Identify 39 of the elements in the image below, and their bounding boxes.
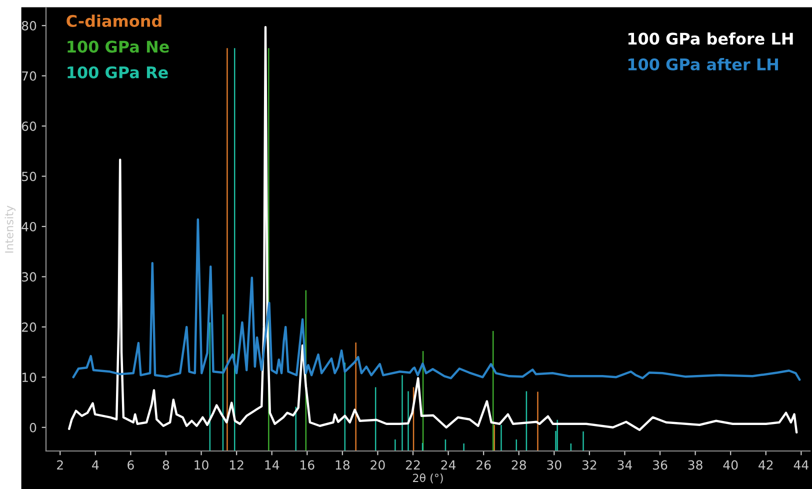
- x-tick-label: 16: [300, 460, 314, 470]
- x-tick-label: 2: [57, 460, 63, 470]
- x-tick-label: 30: [547, 460, 562, 470]
- x-tick-label: 40: [723, 460, 738, 470]
- x-tick-label: 26: [476, 460, 491, 470]
- x-tick-label: 38: [688, 460, 702, 470]
- y-tick-label: 30: [22, 272, 36, 282]
- x-tick-label: 24: [441, 460, 456, 470]
- x-tick-label: 22: [406, 460, 420, 470]
- text: 100 GPa before LH: [628, 32, 793, 45]
- x-tick-label: 32: [582, 460, 596, 470]
- y-tick-label: 40: [22, 222, 36, 232]
- x-tick-label: 10: [194, 460, 208, 470]
- x-tick-label: 4: [92, 460, 99, 470]
- text: 100 GPa Ne: [68, 40, 169, 53]
- x-tick-label: 28: [512, 460, 526, 470]
- y-tick-label: 0: [30, 422, 36, 432]
- x-tick-label: 36: [653, 460, 668, 470]
- x-tick-label: 14: [265, 460, 280, 470]
- line-series: [68, 26, 798, 434]
- y-tick-label: 70: [22, 71, 36, 81]
- y-tick-label: 20: [22, 322, 36, 332]
- y-tick-label: 60: [22, 122, 36, 131]
- x-axis-title: 2θ (°): [413, 473, 443, 484]
- y-tick-label: 80: [22, 21, 36, 31]
- x-tick-label: 8: [162, 460, 170, 470]
- x-tick-label: 34: [618, 460, 632, 470]
- x-tick-label: 12: [230, 460, 244, 470]
- y-tick-label: 50: [22, 172, 36, 182]
- x-tick-label: 18: [336, 460, 350, 470]
- y-tick-label: 10: [22, 372, 36, 382]
- x-tick-label: 42: [758, 460, 773, 470]
- text: 100 GPa Re: [68, 66, 168, 78]
- text: 100 GPa after LH: [628, 58, 778, 70]
- line-series: [72, 218, 801, 381]
- x-tick-label: 20: [370, 460, 385, 470]
- x-tick-label: 6: [128, 460, 134, 470]
- text: C-diamond: [66, 14, 162, 28]
- x-tick-label: 44: [794, 460, 808, 470]
